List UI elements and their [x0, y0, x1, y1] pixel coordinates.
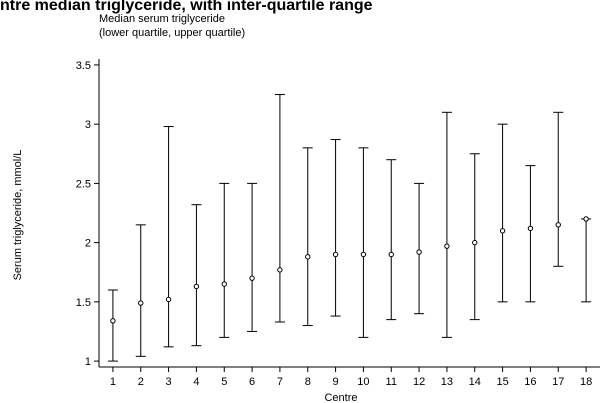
- partial-page-title: ntre median triglyceride, with inter-qua…: [0, 0, 373, 14]
- median-point: [472, 239, 478, 246]
- x-tick-label: 13: [441, 376, 453, 388]
- median-point: [249, 275, 255, 281]
- x-tick-label: 15: [496, 376, 508, 388]
- x-tick-label: 1: [110, 376, 116, 388]
- chart-title-line2: (lower quartile, upper quartile): [99, 27, 245, 39]
- y-tick-label: 2: [85, 238, 91, 250]
- x-ticks: 1 2 3 4 5 6 7 8 9 10 11 12 13 14 15 16 17 18: [110, 367, 592, 388]
- median-point: [416, 249, 422, 255]
- y-tick-label: 1.5: [76, 297, 91, 309]
- x-tick-label: 3: [166, 376, 172, 388]
- x-tick-label: 18: [580, 376, 592, 388]
- median-point: [165, 296, 172, 303]
- x-tick-label: 9: [333, 376, 339, 388]
- median-point: [332, 251, 339, 258]
- median-point: [583, 216, 589, 222]
- chart-title-line1: Median serum triglyceride: [99, 13, 225, 25]
- median-point: [527, 225, 534, 232]
- x-tick-label: 2: [138, 376, 144, 388]
- x-tick-label: 17: [552, 376, 564, 388]
- median-point: [555, 222, 561, 228]
- x-tick-label: 16: [524, 376, 536, 388]
- median-point: [193, 283, 200, 290]
- y-tick-label: 3: [85, 119, 91, 131]
- x-tick-label: 10: [357, 376, 369, 388]
- x-tick-label: 11: [386, 376, 397, 388]
- y-tick-label: 1: [85, 356, 91, 368]
- x-tick-label: 5: [221, 376, 227, 388]
- x-tick-label: 12: [413, 376, 425, 388]
- y-tick-label: 3.5: [76, 60, 91, 72]
- median-point: [388, 251, 394, 258]
- y-ticks: 1 1.5 2 2.5 3 3.5: [76, 60, 99, 368]
- y-axis-label: Serum triglyceride, mmol/L: [12, 150, 24, 281]
- x-tick-label: 6: [249, 376, 255, 388]
- y-tick-label: 2.5: [76, 178, 91, 190]
- median-point: [110, 318, 116, 324]
- median-point: [499, 228, 506, 234]
- x-tick-label: 7: [277, 376, 283, 388]
- error-bars: [107, 94, 592, 362]
- x-axis-label: Centre: [324, 392, 357, 403]
- x-tick-label: 4: [193, 376, 199, 388]
- median-point: [138, 300, 144, 306]
- x-tick-label: 14: [469, 376, 481, 388]
- x-tick-label: 8: [305, 376, 311, 388]
- median-point: [221, 281, 227, 287]
- median-point: [444, 243, 450, 249]
- median-point: [277, 267, 283, 273]
- median-point: [305, 254, 311, 260]
- median-point: [360, 251, 367, 258]
